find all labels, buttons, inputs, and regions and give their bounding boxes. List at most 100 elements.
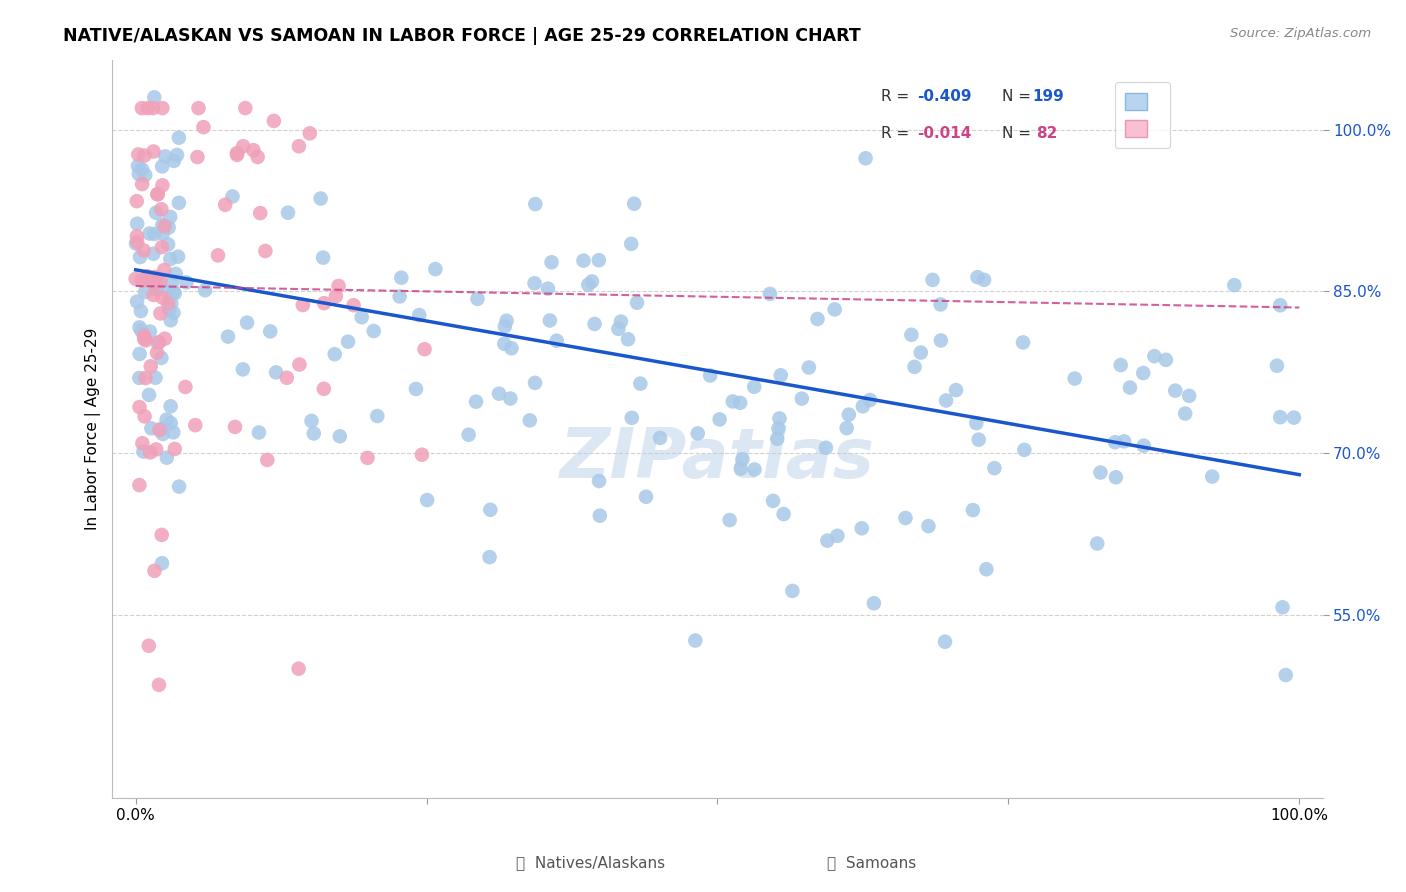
Point — [302, 426, 325, 441]
Point — [762, 494, 785, 508]
Point — [233, 101, 256, 115]
Point — [150, 202, 173, 217]
Point — [150, 240, 173, 254]
Point — [301, 414, 323, 428]
Point — [138, 388, 160, 402]
Point — [157, 237, 180, 252]
Point — [150, 556, 173, 570]
Point — [408, 308, 430, 322]
Point — [246, 150, 269, 164]
Point — [152, 218, 174, 232]
Point — [247, 425, 270, 440]
Point — [934, 634, 956, 648]
Point — [350, 310, 373, 325]
Point — [607, 322, 630, 336]
Point — [976, 562, 998, 576]
Point — [145, 442, 167, 457]
Point — [523, 277, 546, 291]
Point — [859, 392, 882, 407]
Point — [1270, 298, 1292, 312]
Point — [135, 334, 157, 348]
Point — [159, 210, 181, 224]
Point — [768, 411, 790, 425]
Point — [264, 365, 287, 379]
Point — [186, 150, 208, 164]
Point — [494, 336, 516, 351]
Point — [610, 315, 633, 329]
Point — [728, 396, 751, 410]
Point — [329, 429, 352, 443]
Text: R =: R = — [882, 89, 914, 104]
Point — [1154, 352, 1177, 367]
Point — [125, 194, 148, 209]
Text: 199: 199 — [1032, 89, 1064, 104]
Point — [524, 376, 547, 390]
Y-axis label: In Labor Force | Age 25-29: In Labor Force | Age 25-29 — [86, 327, 101, 530]
Point — [142, 288, 165, 302]
Point — [1014, 442, 1036, 457]
Point — [772, 507, 794, 521]
Point — [356, 450, 378, 465]
Point — [1132, 439, 1154, 453]
Point — [159, 252, 181, 266]
Text: -0.014: -0.014 — [917, 126, 972, 141]
Point — [163, 153, 186, 168]
Point — [128, 478, 150, 492]
Point — [167, 130, 190, 145]
Point — [501, 341, 523, 355]
Point — [588, 474, 610, 488]
Point — [1271, 600, 1294, 615]
Point — [157, 220, 180, 235]
Point — [388, 289, 411, 303]
Point — [134, 285, 156, 299]
Point — [1178, 389, 1201, 403]
Point — [143, 269, 166, 284]
Point — [983, 461, 1005, 475]
Point — [134, 168, 156, 182]
Point — [259, 324, 281, 338]
Point — [139, 445, 162, 459]
Point — [685, 633, 707, 648]
Point — [131, 436, 153, 450]
Point — [256, 453, 278, 467]
Point — [249, 206, 271, 220]
Point — [894, 511, 917, 525]
Point — [217, 329, 239, 343]
Point — [288, 358, 311, 372]
Point — [1268, 410, 1291, 425]
Point — [174, 380, 197, 394]
Point — [634, 490, 657, 504]
Point — [588, 253, 610, 268]
Point — [1105, 470, 1128, 484]
Point — [153, 332, 176, 346]
Point — [148, 678, 170, 692]
Point — [150, 422, 173, 436]
Point — [583, 317, 606, 331]
Point — [162, 425, 184, 440]
Point — [425, 262, 447, 277]
Text: -0.409: -0.409 — [917, 89, 972, 104]
Point — [790, 392, 813, 406]
Point — [136, 270, 159, 285]
Point — [1109, 358, 1132, 372]
Point — [699, 368, 721, 383]
Point — [162, 285, 184, 299]
Point — [131, 324, 153, 338]
Point — [576, 277, 599, 292]
Point — [962, 503, 984, 517]
Point — [232, 139, 254, 153]
Text: R =: R = — [882, 126, 914, 141]
Point — [145, 205, 167, 219]
Point — [759, 287, 782, 301]
Point — [769, 368, 792, 383]
Point — [131, 177, 153, 191]
Point — [298, 126, 321, 140]
Point — [131, 162, 153, 177]
Point — [328, 279, 350, 293]
Point — [903, 359, 925, 374]
Point — [467, 292, 489, 306]
Point — [149, 306, 172, 320]
Point — [128, 347, 150, 361]
Point — [855, 151, 877, 165]
Point — [214, 198, 236, 212]
